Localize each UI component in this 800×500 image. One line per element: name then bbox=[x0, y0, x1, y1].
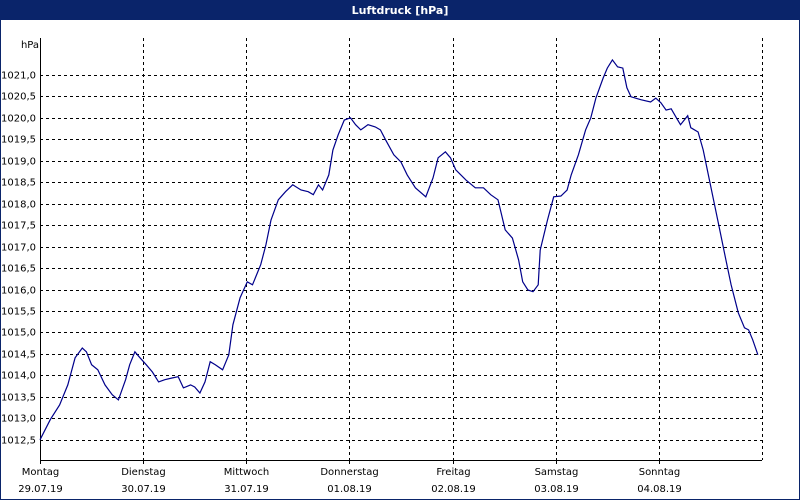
x-tick-label: 31.07.19 bbox=[224, 484, 269, 495]
y-tick-label: 1017,5 bbox=[1, 221, 36, 232]
y-tick-label: 1019,0 bbox=[1, 157, 36, 168]
y-tick-label: 1015,0 bbox=[1, 328, 36, 339]
x-tick-label: 04.08.19 bbox=[637, 484, 682, 495]
x-tick-label: Sonntag bbox=[639, 467, 681, 478]
x-tick-label: Montag bbox=[22, 467, 59, 478]
y-tick-label: 1015,5 bbox=[1, 307, 36, 318]
y-tick-label: 1018,0 bbox=[1, 200, 36, 211]
chart-title: Luftdruck [hPa] bbox=[1, 1, 799, 20]
x-tick-label: 02.08.19 bbox=[431, 484, 476, 495]
x-tick-label: Dienstag bbox=[121, 467, 166, 478]
y-tick-label: 1016,5 bbox=[1, 264, 36, 275]
y-tick-label: 1016,0 bbox=[1, 286, 36, 297]
y-tick-label: 1017,0 bbox=[1, 243, 36, 254]
y-tick-label: 1021,0 bbox=[1, 71, 36, 82]
x-tick-label: 01.08.19 bbox=[327, 484, 372, 495]
y-tick-label: 1014,0 bbox=[1, 371, 36, 382]
y-tick-label: 1019,5 bbox=[1, 135, 36, 146]
x-tick-label: Mittwoch bbox=[224, 467, 269, 478]
y-tick-label: 1020,5 bbox=[1, 92, 36, 103]
x-tick-label: 03.08.19 bbox=[534, 484, 579, 495]
y-unit-label: hPa bbox=[21, 40, 39, 51]
x-tick-label: Donnerstag bbox=[320, 467, 378, 478]
y-tick-label: 1018,5 bbox=[1, 178, 36, 189]
data-line bbox=[39, 58, 759, 441]
x-tick-label: 30.07.19 bbox=[121, 484, 166, 495]
y-tick-label: 1013,0 bbox=[1, 414, 36, 425]
x-tick-label: Freitag bbox=[436, 467, 470, 478]
y-tick-label: 1020,0 bbox=[1, 114, 36, 125]
y-tick-label: 1013,5 bbox=[1, 393, 36, 404]
x-tick-label: Samstag bbox=[535, 467, 579, 478]
y-tick-label: 1014,5 bbox=[1, 350, 36, 361]
x-tick-label: 29.07.19 bbox=[18, 484, 63, 495]
y-tick-label: 1012,5 bbox=[1, 436, 36, 447]
